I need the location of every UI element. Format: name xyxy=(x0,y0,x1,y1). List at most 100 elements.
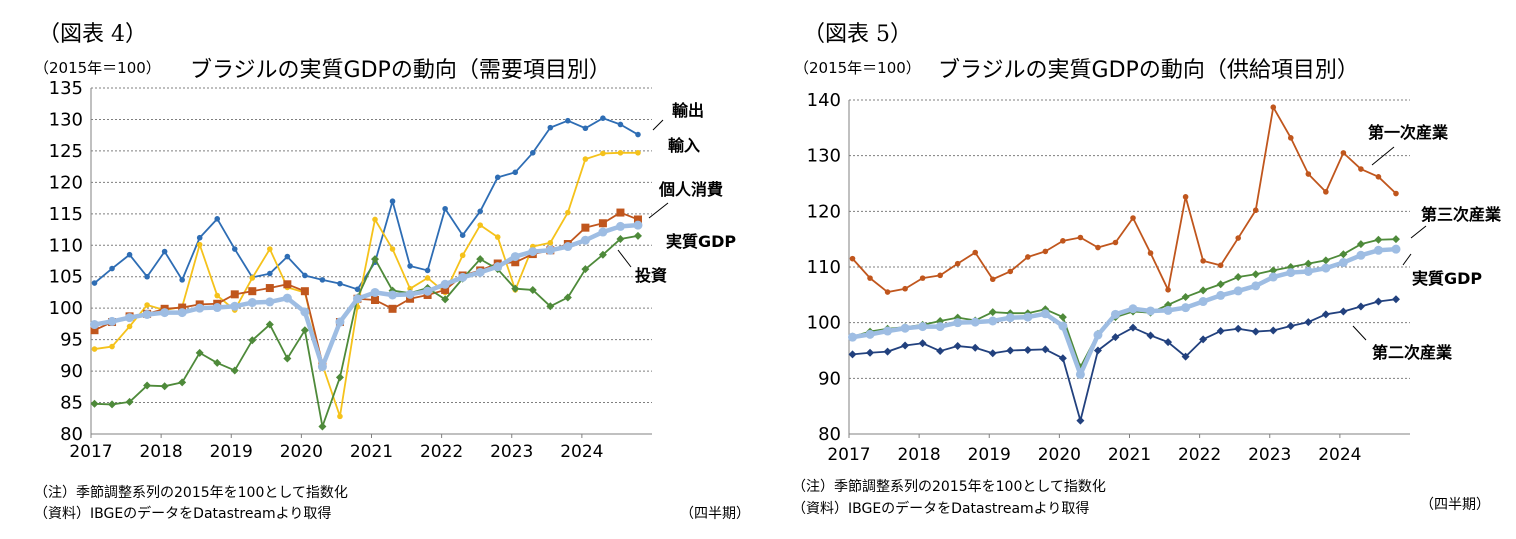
data-point xyxy=(988,308,997,317)
data-point xyxy=(195,303,205,313)
data-point xyxy=(867,275,873,281)
data-point xyxy=(1358,166,1364,172)
data-point xyxy=(582,125,589,132)
x-tick-label: 2022 xyxy=(1178,445,1221,465)
data-point xyxy=(581,265,590,274)
data-point xyxy=(178,378,187,387)
data-point xyxy=(600,115,606,121)
x-tick-label: 2024 xyxy=(1318,445,1361,465)
x-tick-label: 2023 xyxy=(490,442,533,462)
data-point xyxy=(565,117,571,124)
data-point xyxy=(1058,313,1067,322)
data-point xyxy=(317,362,327,372)
data-point xyxy=(1374,297,1383,306)
data-point xyxy=(1234,324,1243,333)
data-point xyxy=(494,234,501,240)
data-point xyxy=(1391,235,1400,244)
data-point xyxy=(125,397,134,406)
data-point xyxy=(195,348,204,357)
annotation-arrow xyxy=(617,249,632,268)
series-annotation: 輸出 xyxy=(672,101,704,120)
source-label: （資料）IBGEのデータをDatastreamより取得 xyxy=(792,501,1090,517)
data-point xyxy=(1252,207,1259,214)
data-point xyxy=(371,255,380,264)
data-point xyxy=(1391,295,1400,304)
data-point xyxy=(1251,270,1260,279)
data-point xyxy=(616,234,625,243)
y-tick-label: 120 xyxy=(49,172,83,193)
data-point xyxy=(230,290,239,299)
series-5 xyxy=(90,220,643,372)
data-point xyxy=(424,275,431,281)
data-point xyxy=(1007,268,1014,275)
data-point xyxy=(1233,286,1243,296)
data-point xyxy=(1200,258,1206,264)
chart-title: ブラジルの実質GDPの動向（需要項目別） xyxy=(190,58,611,83)
data-point xyxy=(267,270,273,277)
data-point xyxy=(284,253,291,260)
data-point xyxy=(300,287,309,296)
data-point xyxy=(1023,345,1032,354)
data-point xyxy=(529,149,536,156)
period-label: （四半期） xyxy=(1420,497,1490,513)
data-point xyxy=(372,216,378,223)
data-point xyxy=(1130,215,1136,221)
data-point xyxy=(125,313,135,323)
data-point xyxy=(1304,259,1313,268)
data-point xyxy=(547,124,554,131)
data-point xyxy=(476,255,485,264)
data-point xyxy=(1216,327,1225,336)
chart-title: ブラジルの実質GDPの動向（供給項目別） xyxy=(938,58,1359,83)
data-point xyxy=(90,399,99,408)
data-point xyxy=(388,304,397,313)
data-point xyxy=(283,280,292,289)
data-point xyxy=(1304,318,1313,327)
x-tick-label: 2018 xyxy=(897,445,940,465)
data-point xyxy=(231,246,238,252)
data-point xyxy=(91,346,98,352)
data-point xyxy=(547,239,554,246)
data-point xyxy=(1356,240,1365,249)
data-point xyxy=(371,296,380,305)
data-point xyxy=(337,280,343,287)
data-point xyxy=(1042,248,1049,255)
data-point xyxy=(1112,239,1119,246)
series-line xyxy=(94,222,639,369)
y-tick-label: 90 xyxy=(60,361,83,382)
data-point xyxy=(511,284,520,293)
y-tick-label: 80 xyxy=(818,424,841,445)
y-tick-label: 135 xyxy=(49,78,83,99)
data-point xyxy=(600,150,606,157)
series-line xyxy=(93,117,639,291)
y-tick-label: 100 xyxy=(807,313,841,334)
data-point xyxy=(988,316,998,326)
data-point xyxy=(178,303,187,312)
data-point xyxy=(389,198,396,205)
data-point xyxy=(109,343,115,350)
data-point xyxy=(142,309,152,319)
data-point xyxy=(1391,244,1401,254)
y-tick-label: 85 xyxy=(60,393,83,414)
unit-label: （2015年＝100） xyxy=(794,59,921,77)
series-annotation: 投資 xyxy=(635,266,667,285)
data-point xyxy=(545,245,555,255)
data-point xyxy=(615,221,625,231)
data-point xyxy=(936,347,945,356)
data-point xyxy=(1323,189,1329,195)
x-tick-label: 2021 xyxy=(350,442,393,462)
data-point xyxy=(865,329,875,339)
data-point xyxy=(1234,273,1243,282)
data-point xyxy=(1393,190,1399,197)
data-point xyxy=(1060,238,1066,244)
annotation-arrow xyxy=(1410,225,1427,239)
data-point xyxy=(441,285,450,294)
y-tick-label: 125 xyxy=(49,141,83,162)
data-point xyxy=(1095,244,1101,251)
data-point xyxy=(440,279,450,289)
data-point xyxy=(1217,262,1224,269)
data-point xyxy=(161,248,168,255)
data-point xyxy=(1356,302,1365,311)
data-point xyxy=(1321,310,1330,319)
series-3 xyxy=(848,295,1400,425)
data-point xyxy=(1269,266,1278,275)
